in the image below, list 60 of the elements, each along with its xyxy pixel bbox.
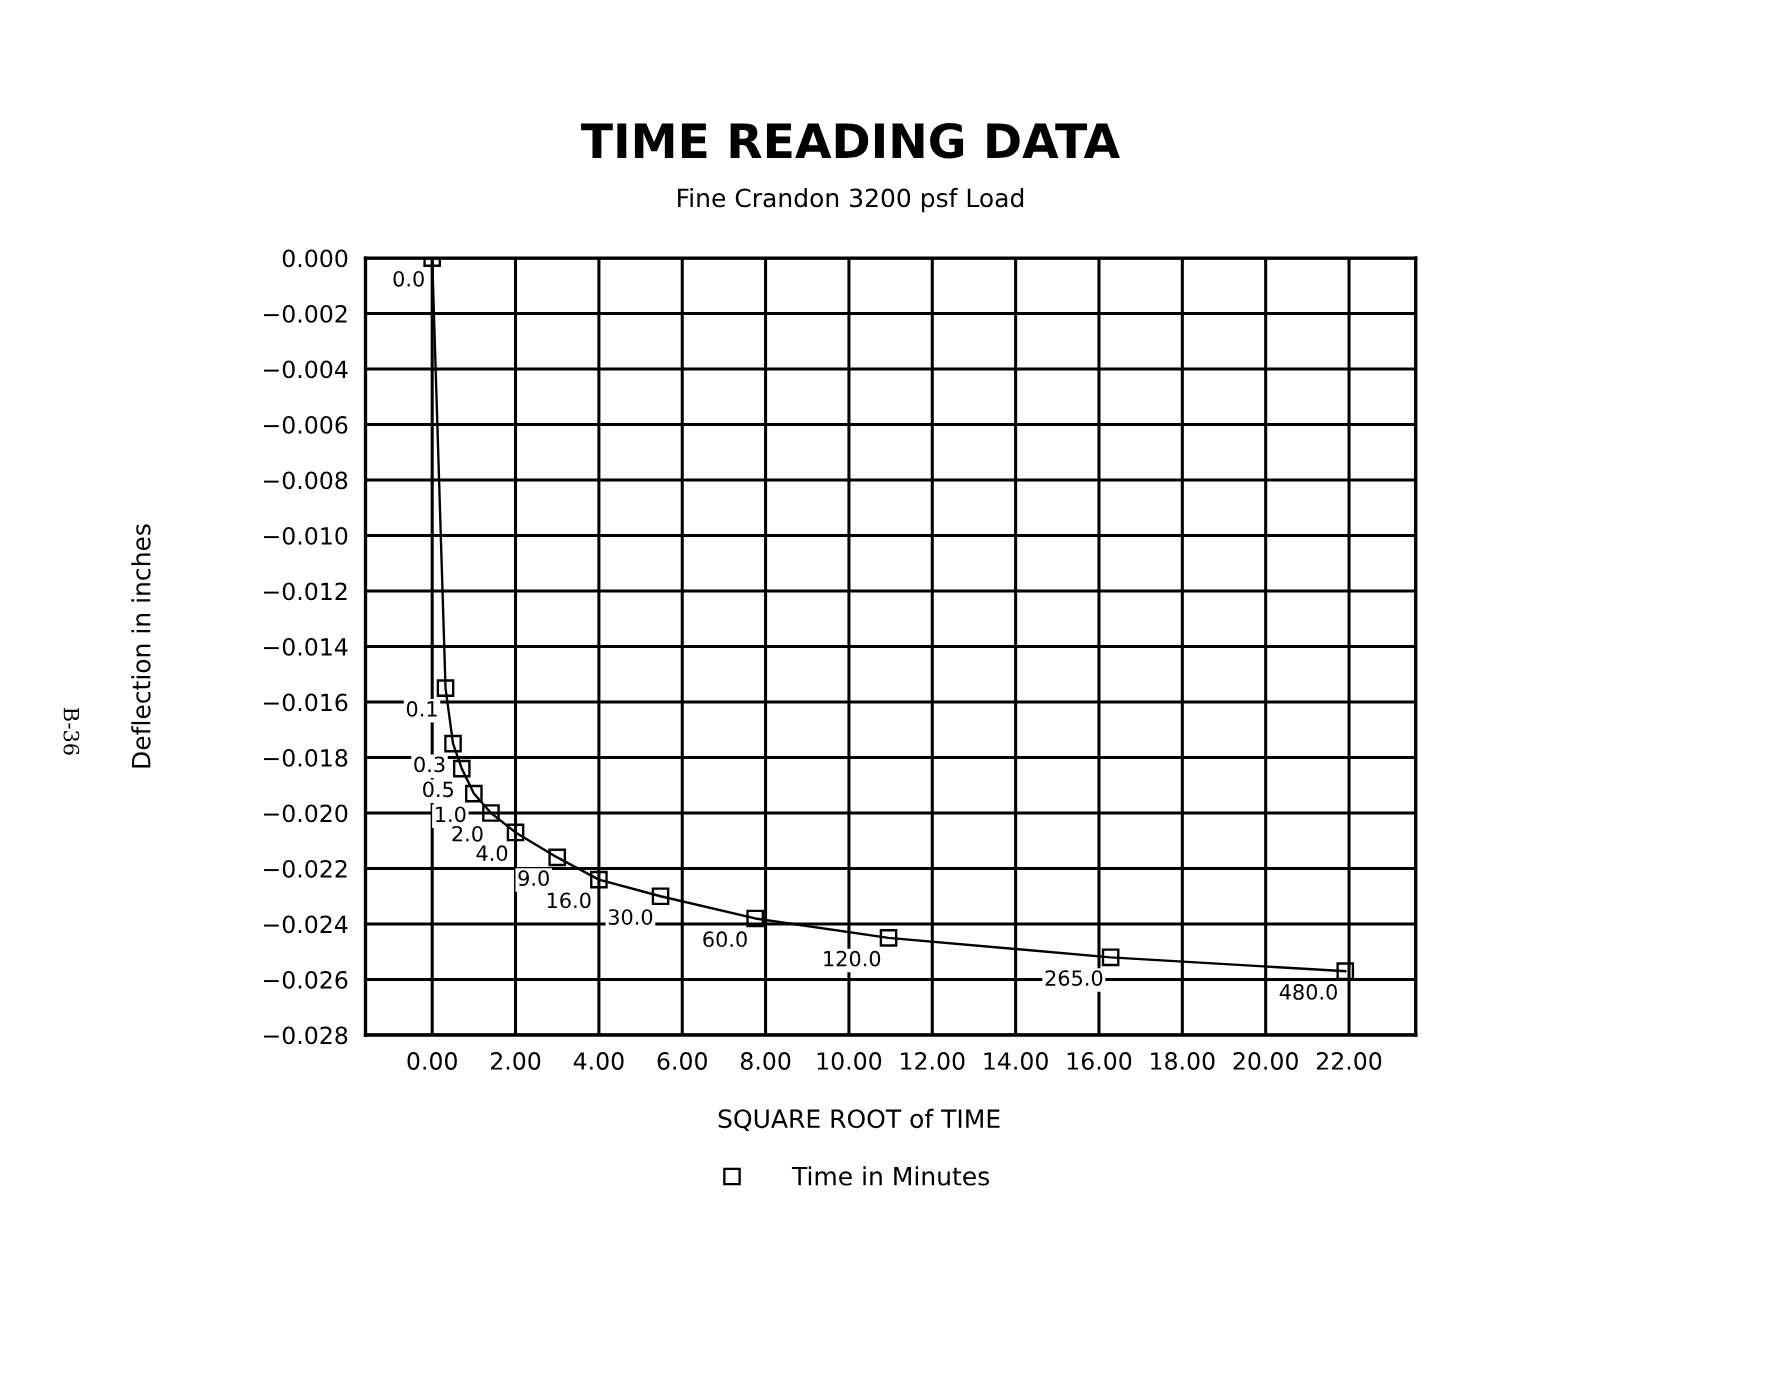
point [482, 804, 500, 822]
x-tick-label: 16.00 [1067, 1052, 1132, 1070]
point [548, 848, 567, 867]
text: B-36 [63, 707, 80, 755]
y-tick-label: −0.020 [263, 804, 348, 823]
point [1101, 948, 1120, 967]
point [879, 929, 898, 947]
x-tick-label: 14.00 [984, 1052, 1048, 1070]
y-axis-title: Deflection in inches [131, 524, 151, 768]
point [746, 909, 764, 928]
point [436, 679, 455, 697]
y-tick-label: −0.014 [263, 637, 348, 656]
annotation: 120.0 [824, 950, 881, 967]
annotation: 0.5 [423, 781, 454, 798]
y-tick-label: −0.006 [263, 415, 348, 434]
annotation: 30.0 [608, 909, 653, 925]
annotation: 16.0 [547, 892, 591, 909]
annotation: 0.1 [406, 701, 437, 717]
point [651, 887, 670, 906]
chart-subtitle: Fine Crandon 3200 psf Load [678, 188, 1024, 213]
x-tick-label: 10.00 [817, 1052, 882, 1070]
x-tick-label: 2.00 [490, 1052, 541, 1070]
x-tick-label: 18.00 [1151, 1052, 1215, 1070]
y-tick-label: −0.012 [263, 582, 347, 601]
annotation: 1.0 [436, 806, 466, 823]
point [1336, 962, 1355, 980]
y-tick-label: −0.008 [263, 471, 348, 490]
x-tick-label: 4.00 [573, 1052, 624, 1070]
point [452, 759, 471, 778]
x-tick-label: 8.00 [740, 1052, 791, 1070]
point [444, 734, 462, 753]
y-tick-label: −0.028 [263, 1026, 348, 1045]
point [590, 870, 608, 889]
chart-title: TIME READING DATA [581, 122, 1120, 159]
y-tick-label: −0.004 [263, 360, 348, 379]
x-tick-label: 12.00 [901, 1052, 965, 1070]
annotation: 480.0 [1279, 984, 1337, 1000]
annotation: 4.0 [476, 845, 508, 862]
annotation: 0.3 [414, 756, 445, 773]
y-tick-label: −0.022 [263, 859, 347, 878]
y-tick-label: −0.002 [263, 305, 347, 323]
legend-label: Time in Minutes [791, 1166, 990, 1186]
annotation: 2.0 [452, 825, 483, 842]
y-tick-label: −0.010 [263, 526, 348, 545]
x-axis-title: SQUARE ROOT of TIME [718, 1108, 1000, 1132]
annotation: 0.0 [393, 270, 424, 287]
annotation: 60.0 [703, 931, 747, 948]
x-tick-label: 22.00 [1316, 1052, 1382, 1070]
x-tick-label: 0.00 [407, 1052, 457, 1070]
point [465, 784, 483, 803]
x-tick-label: 6.00 [657, 1052, 707, 1070]
y-tick-label: −0.026 [263, 970, 348, 989]
annotation: 265.0 [1045, 970, 1103, 986]
x-tick-label: 20.00 [1233, 1052, 1298, 1070]
y-tick-label: 0.000 [282, 249, 348, 268]
annotation: 9.0 [518, 870, 549, 887]
point [506, 823, 525, 842]
y-tick-label: −0.024 [263, 915, 348, 934]
y-tick-label: −0.016 [263, 693, 348, 712]
y-tick-label: −0.018 [263, 748, 348, 767]
